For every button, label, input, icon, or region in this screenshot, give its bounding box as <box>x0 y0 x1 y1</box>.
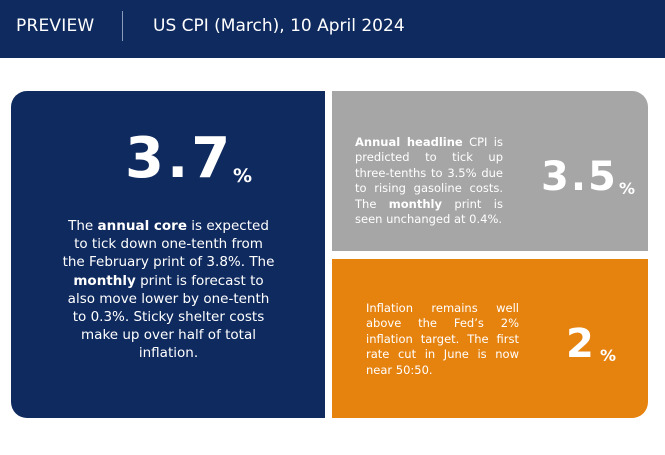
header-bar: PREVIEW US CPI (March), 10 April 2024 <box>0 0 665 58</box>
fed-target-figure: 2 <box>566 321 594 367</box>
fed-target-unit: % <box>600 346 617 365</box>
headline-cpi-unit: % <box>619 179 636 198</box>
headline-bold-part: monthly <box>388 196 442 211</box>
fed-target-panel: Inflation remains well above the Fed’s 2… <box>332 259 648 418</box>
headline-cpi-panel: Annual headline CPI is predicted to tick… <box>332 91 648 251</box>
preview-label: PREVIEW <box>16 16 95 36</box>
fed-target-description: Inflation remains well above the Fed’s 2… <box>366 301 519 377</box>
core-bold-part: monthly <box>73 272 136 289</box>
headline-cpi-description: Annual headline CPI is predicted to tick… <box>355 135 503 227</box>
headline-text-part: CPI is predicted to tick up three-tenths… <box>355 135 503 211</box>
core-bold-part: annual core <box>97 218 187 234</box>
page-title: US CPI (March), 10 April 2024 <box>153 16 405 36</box>
core-cpi-description: The annual core is expected to tick down… <box>61 217 276 363</box>
core-text-part: The <box>68 218 98 234</box>
headline-text-part: print is seen unchanged at 0.4%. <box>355 196 503 227</box>
header-divider <box>122 11 123 41</box>
core-text-part: is expected to tick down one-tenth from … <box>62 218 275 271</box>
core-cpi-unit: % <box>233 165 253 187</box>
headline-cpi-figure: 3.5 <box>541 154 618 200</box>
core-cpi-panel: 3.7 % The annual core is expected to tic… <box>11 91 325 418</box>
core-cpi-figure: 3.7 <box>125 126 234 191</box>
headline-bold-part: Annual headline <box>355 135 463 149</box>
core-text-part: print is forecast to also move lower by … <box>67 272 270 362</box>
